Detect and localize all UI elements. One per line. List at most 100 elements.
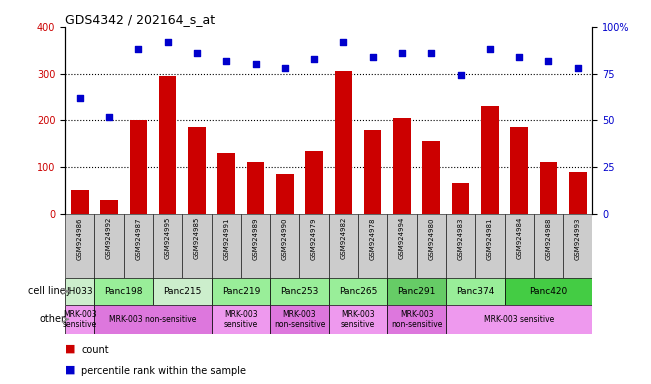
Text: count: count: [81, 345, 109, 355]
Text: GSM924981: GSM924981: [487, 217, 493, 260]
Text: GSM924982: GSM924982: [340, 217, 346, 260]
Point: [104, 114, 115, 120]
FancyBboxPatch shape: [212, 305, 270, 334]
Text: MRK-003
sensitive: MRK-003 sensitive: [224, 310, 258, 329]
Point: [339, 39, 349, 45]
Text: MRK-003
sensitive: MRK-003 sensitive: [341, 310, 375, 329]
Text: GSM924987: GSM924987: [135, 217, 141, 260]
Text: GSM924992: GSM924992: [106, 217, 112, 260]
FancyBboxPatch shape: [94, 278, 153, 305]
Text: Panc374: Panc374: [456, 287, 494, 296]
FancyBboxPatch shape: [446, 278, 505, 305]
FancyBboxPatch shape: [182, 214, 212, 278]
Text: GDS4342 / 202164_s_at: GDS4342 / 202164_s_at: [65, 13, 215, 26]
FancyBboxPatch shape: [417, 214, 446, 278]
Text: MRK-003
non-sensitive: MRK-003 non-sensitive: [391, 310, 442, 329]
FancyBboxPatch shape: [505, 278, 592, 305]
FancyBboxPatch shape: [153, 214, 182, 278]
Point: [191, 50, 202, 56]
FancyBboxPatch shape: [212, 214, 241, 278]
Text: GSM924989: GSM924989: [253, 217, 258, 260]
Bar: [247, 162, 264, 214]
Bar: [452, 184, 469, 214]
Point: [455, 73, 465, 79]
Point: [309, 56, 319, 62]
FancyBboxPatch shape: [299, 214, 329, 278]
Point: [221, 58, 232, 64]
FancyBboxPatch shape: [153, 278, 212, 305]
Bar: [335, 71, 352, 214]
Text: GSM924990: GSM924990: [282, 217, 288, 260]
FancyBboxPatch shape: [65, 305, 94, 334]
Point: [163, 39, 173, 45]
Text: Panc215: Panc215: [163, 287, 201, 296]
Text: other: other: [40, 314, 65, 324]
Point: [484, 46, 495, 52]
Bar: [364, 130, 381, 214]
Text: GSM924985: GSM924985: [194, 217, 200, 260]
Text: Panc253: Panc253: [281, 287, 318, 296]
FancyBboxPatch shape: [329, 278, 387, 305]
FancyBboxPatch shape: [270, 305, 329, 334]
Point: [543, 58, 553, 64]
FancyBboxPatch shape: [94, 214, 124, 278]
Bar: [217, 153, 235, 214]
Text: GSM924994: GSM924994: [399, 217, 405, 260]
FancyBboxPatch shape: [387, 278, 446, 305]
Text: Panc219: Panc219: [222, 287, 260, 296]
Text: GSM924984: GSM924984: [516, 217, 522, 260]
Bar: [422, 141, 440, 214]
FancyBboxPatch shape: [329, 305, 387, 334]
FancyBboxPatch shape: [446, 214, 475, 278]
Point: [367, 54, 378, 60]
Text: ■: ■: [65, 343, 76, 353]
Bar: [188, 127, 206, 214]
Text: GSM924986: GSM924986: [77, 217, 83, 260]
FancyBboxPatch shape: [212, 278, 270, 305]
Bar: [159, 76, 176, 214]
FancyBboxPatch shape: [358, 214, 387, 278]
FancyBboxPatch shape: [65, 278, 94, 305]
Text: GSM924983: GSM924983: [458, 217, 464, 260]
Point: [396, 50, 408, 56]
Text: MRK-003
non-sensitive: MRK-003 non-sensitive: [274, 310, 325, 329]
Text: GSM924980: GSM924980: [428, 217, 434, 260]
Text: GSM924988: GSM924988: [546, 217, 551, 260]
FancyBboxPatch shape: [270, 278, 329, 305]
Text: ■: ■: [65, 364, 76, 374]
FancyBboxPatch shape: [475, 214, 505, 278]
FancyBboxPatch shape: [329, 214, 358, 278]
Text: Panc198: Panc198: [104, 287, 143, 296]
FancyBboxPatch shape: [270, 214, 299, 278]
Point: [572, 65, 583, 71]
Point: [514, 54, 524, 60]
Text: Panc265: Panc265: [339, 287, 377, 296]
Point: [133, 46, 143, 52]
Bar: [305, 151, 323, 214]
Bar: [276, 174, 294, 214]
FancyBboxPatch shape: [446, 305, 592, 334]
Bar: [393, 118, 411, 214]
Text: GSM924979: GSM924979: [311, 217, 317, 260]
FancyBboxPatch shape: [387, 214, 417, 278]
FancyBboxPatch shape: [94, 305, 212, 334]
Text: MRK-003
sensitive: MRK-003 sensitive: [62, 310, 97, 329]
Bar: [540, 162, 557, 214]
FancyBboxPatch shape: [241, 214, 270, 278]
FancyBboxPatch shape: [387, 305, 446, 334]
Bar: [71, 190, 89, 214]
Text: JH033: JH033: [66, 287, 93, 296]
Text: percentile rank within the sample: percentile rank within the sample: [81, 366, 246, 376]
Text: Panc420: Panc420: [529, 287, 568, 296]
FancyBboxPatch shape: [65, 214, 94, 278]
Bar: [510, 127, 528, 214]
Point: [280, 65, 290, 71]
Text: cell line: cell line: [27, 286, 65, 296]
Text: MRK-003 sensitive: MRK-003 sensitive: [484, 315, 554, 324]
Text: GSM924978: GSM924978: [370, 217, 376, 260]
Text: GSM924991: GSM924991: [223, 217, 229, 260]
Bar: [100, 200, 118, 214]
FancyBboxPatch shape: [534, 214, 563, 278]
Bar: [130, 120, 147, 214]
Point: [426, 50, 436, 56]
